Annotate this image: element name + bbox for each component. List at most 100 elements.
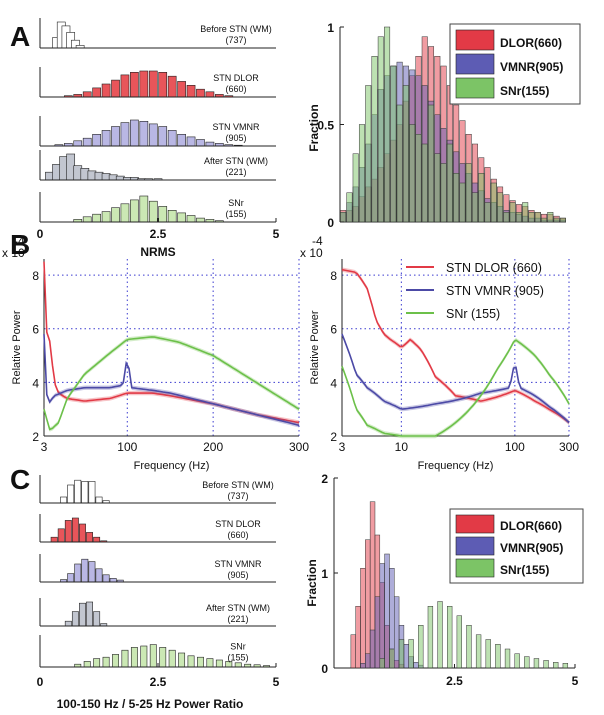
histogram-bar — [205, 91, 215, 98]
histogram-bar — [186, 215, 196, 223]
histogram-bar — [365, 653, 371, 669]
power-ratio-histogram-stack: Before STN (WM)(737) STN DLOR(660) STN VMN… — [37, 475, 280, 711]
histogram-bar — [559, 217, 566, 223]
histogram-bar — [95, 568, 103, 583]
histogram-bar — [495, 644, 501, 669]
x-axis-label: Frequency (Hz) — [418, 460, 494, 472]
relative-power-log-plot: 3 10 100 300 2 4 6 8 x 10-4 Relative Power Frequen… — [300, 234, 579, 472]
histogram-bar — [485, 639, 491, 669]
y-scale-label: x 10 — [2, 246, 25, 260]
y-tick-label: 2 — [32, 430, 39, 444]
histogram-bar — [167, 75, 177, 98]
y-axis-label: Fraction — [305, 559, 319, 606]
histogram-bar — [60, 496, 68, 504]
row-count: (737) — [225, 35, 246, 45]
y-tick-label: 0 — [321, 662, 328, 676]
histogram-bar — [437, 601, 443, 669]
histogram-bar — [409, 124, 416, 223]
histogram-bar — [379, 658, 385, 669]
y-tick-label: 8 — [330, 269, 337, 283]
histogram-bar — [360, 663, 366, 669]
x-tick-label: 200 — [203, 440, 223, 454]
legend-entry: VMNR(905) — [500, 60, 563, 74]
histogram-bar — [553, 662, 559, 669]
histogram-bar — [83, 661, 91, 668]
row-label: SNr — [230, 642, 246, 652]
histogram-bar — [139, 121, 149, 147]
row-count: (660) — [227, 530, 248, 540]
histogram-bar — [67, 484, 75, 504]
histogram-bar — [408, 639, 414, 669]
legend-swatch — [455, 558, 495, 578]
histogram-bar — [92, 213, 101, 223]
legend-entry: SNr(155) — [500, 84, 549, 98]
row-count: (737) — [227, 491, 248, 501]
panel-label-c: C — [10, 464, 30, 495]
histogram-bar — [50, 536, 58, 543]
histogram-bar — [149, 644, 157, 668]
histogram-bar — [484, 202, 491, 223]
y-scale-exponent: -4 — [312, 234, 323, 248]
histogram-bar — [418, 625, 424, 669]
y-scale-exponent: -4 — [14, 234, 25, 248]
y-axis-label: Relative Power — [11, 310, 23, 384]
histogram-bar — [79, 602, 86, 627]
histogram-bar — [158, 72, 168, 98]
row-count: (155) — [225, 209, 246, 219]
histogram-bar — [111, 79, 120, 98]
x-axis-label: NRMS — [140, 245, 175, 259]
row-label: Before STN (WM) — [202, 480, 274, 490]
histogram-bar — [178, 652, 186, 668]
histogram-bar — [459, 182, 466, 223]
histogram-bar — [374, 596, 381, 669]
histogram-bar — [102, 656, 110, 668]
y-tick-label: 4 — [32, 376, 39, 390]
histogram-bar — [350, 634, 356, 669]
row-count: (221) — [225, 167, 246, 177]
histogram-bar — [371, 56, 378, 223]
row-count: (221) — [227, 614, 248, 624]
histogram-bar — [562, 663, 569, 669]
histogram-bar — [206, 658, 214, 668]
histogram-bar — [71, 611, 79, 627]
legend-entry: STN DLOR (660) — [446, 261, 542, 275]
histogram-bar — [390, 65, 397, 223]
histogram-bar — [384, 553, 390, 669]
histogram-bar — [384, 26, 391, 223]
row-label: Before STN (WM) — [200, 24, 272, 34]
histogram-bar — [93, 611, 101, 627]
histogram-bar — [112, 654, 119, 668]
histogram-bar — [522, 202, 529, 223]
histogram-bar — [398, 639, 405, 669]
histogram-bar — [534, 212, 541, 223]
y-tick-label: 1 — [321, 567, 328, 581]
histogram-bar — [471, 192, 478, 223]
y-tick-label: 6 — [330, 323, 337, 337]
series-line — [43, 336, 300, 431]
histogram-bar — [159, 647, 167, 668]
row-label: STN VMNR — [213, 122, 261, 132]
histogram-bar — [434, 153, 441, 223]
row-label: SNr — [228, 198, 244, 208]
histogram-bar — [88, 561, 96, 583]
histogram-bar — [355, 606, 361, 669]
histogram-bar — [196, 139, 205, 147]
histogram-bar — [120, 203, 130, 223]
histogram-bar — [92, 87, 101, 98]
histogram-bar — [130, 199, 139, 223]
histogram-bar — [440, 163, 447, 223]
legend-swatch — [455, 536, 495, 556]
histogram-bar — [234, 662, 242, 668]
histogram-bar — [102, 574, 110, 583]
histogram-bar — [515, 212, 522, 223]
x-tick-label: 3 — [339, 440, 346, 454]
histogram-bar — [427, 606, 434, 669]
histogram-bar — [148, 200, 158, 223]
histogram-bar — [456, 615, 462, 669]
histogram-bar — [541, 217, 548, 223]
histogram-bar — [346, 192, 353, 223]
y-tick-label: 0 — [327, 216, 334, 230]
histogram-bar — [177, 212, 186, 223]
histogram-bar — [365, 539, 371, 669]
